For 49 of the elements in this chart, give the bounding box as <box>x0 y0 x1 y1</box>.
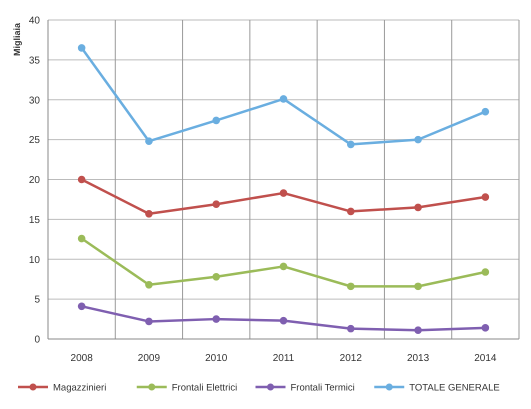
point <box>78 302 86 310</box>
x-tick-label: 2010 <box>205 353 228 364</box>
x-tick-label: 2012 <box>340 353 362 364</box>
point <box>145 280 153 289</box>
point <box>78 44 86 52</box>
point <box>145 210 153 218</box>
point <box>482 193 490 201</box>
point <box>346 208 355 216</box>
point <box>346 324 355 332</box>
y-tick-label: 35 <box>28 55 40 66</box>
point <box>414 136 422 144</box>
x-tick-label: 2011 <box>272 353 295 364</box>
x-tick-label: 2013 <box>406 353 430 364</box>
point <box>212 315 220 323</box>
point <box>145 318 153 326</box>
x-tick-label: 2014 <box>474 353 497 364</box>
y-axis-title: Migliaia <box>12 22 22 56</box>
legend-label: Frontali Termici <box>290 382 355 394</box>
y-tick-label: 40 <box>28 16 40 26</box>
x-tick-label: 2008 <box>70 353 94 364</box>
point <box>482 268 490 276</box>
point <box>414 326 422 334</box>
x-tick-label: 2009 <box>138 353 160 364</box>
point <box>145 137 153 146</box>
point <box>280 95 288 103</box>
legend-label: Frontali Elettrici <box>172 382 238 394</box>
point <box>482 324 490 332</box>
point <box>346 140 355 148</box>
point <box>280 316 288 324</box>
point <box>346 282 355 290</box>
point <box>414 204 422 212</box>
point <box>78 176 86 184</box>
point <box>482 108 490 116</box>
point <box>414 282 422 290</box>
legend-label: TOTALE GENERALE <box>409 382 500 394</box>
y-tick-label: 10 <box>28 254 40 266</box>
point <box>280 189 288 197</box>
point <box>78 234 86 242</box>
y-tick-label: 30 <box>28 95 40 106</box>
point <box>212 200 220 208</box>
y-tick-label: 20 <box>28 175 40 186</box>
point <box>280 262 288 270</box>
legend-label: Magazzinieri <box>53 382 106 394</box>
y-tick-label: 0 <box>34 334 40 346</box>
y-tick-label: 15 <box>28 214 40 226</box>
point <box>212 116 220 124</box>
y-tick-label: 5 <box>34 294 40 306</box>
point <box>212 272 220 281</box>
y-tick-label: 25 <box>28 135 40 146</box>
